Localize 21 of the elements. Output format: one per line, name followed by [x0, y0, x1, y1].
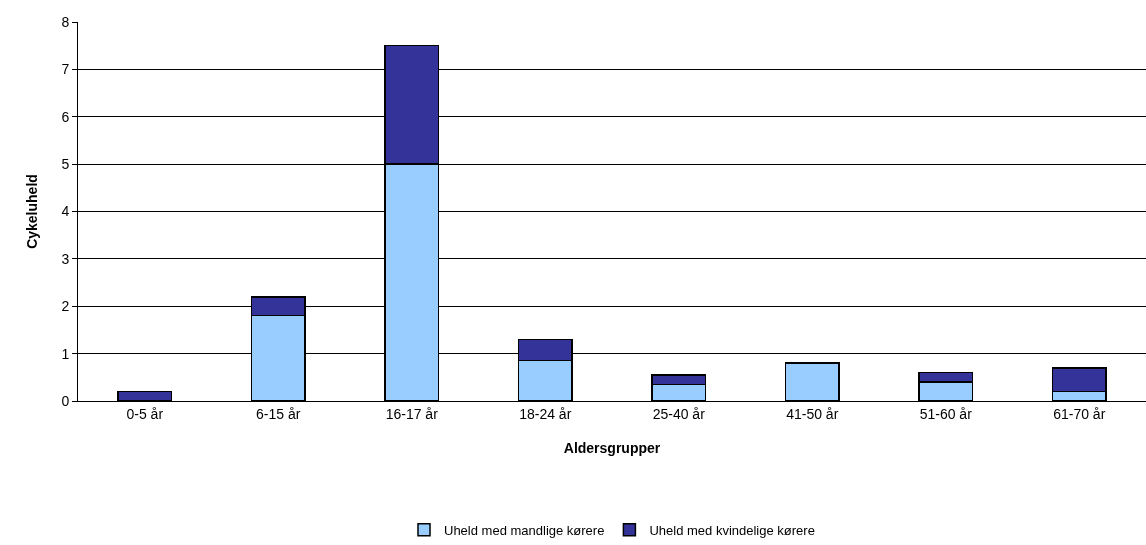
x-tick-label: 41-50 år [786, 405, 839, 422]
x-tick-label: 6-15 år [256, 405, 301, 422]
y-tick-label: 2 [61, 298, 70, 315]
y-tick-label: 3 [61, 250, 70, 267]
x-tick-label: 18-24 år [519, 405, 572, 422]
legend-label: Uheld med kvindelige kørere [649, 522, 815, 538]
y-axis-title: Cykeluheld [24, 174, 40, 249]
y-tick-label: 4 [61, 203, 70, 220]
x-tick-label: 25-40 år [652, 405, 706, 422]
y-tick-label: 5 [61, 156, 70, 173]
y-tick-label: 0 [61, 392, 70, 409]
y-tick-label: 8 [61, 13, 70, 30]
y-tick-label: 1 [61, 345, 70, 362]
x-tick-label: 0-5 år [126, 405, 164, 422]
x-tick-label: 61-70 år [1053, 405, 1106, 422]
y-tick-label: 7 [61, 61, 70, 78]
x-axis-title: Aldersgrupper [563, 440, 661, 457]
legend-label: Uheld med mandlige kørere [444, 522, 605, 538]
y-tick-label: 6 [61, 108, 70, 125]
x-tick-label: 51-60 år [919, 405, 973, 422]
x-tick-label: 16-17 år [385, 405, 439, 422]
